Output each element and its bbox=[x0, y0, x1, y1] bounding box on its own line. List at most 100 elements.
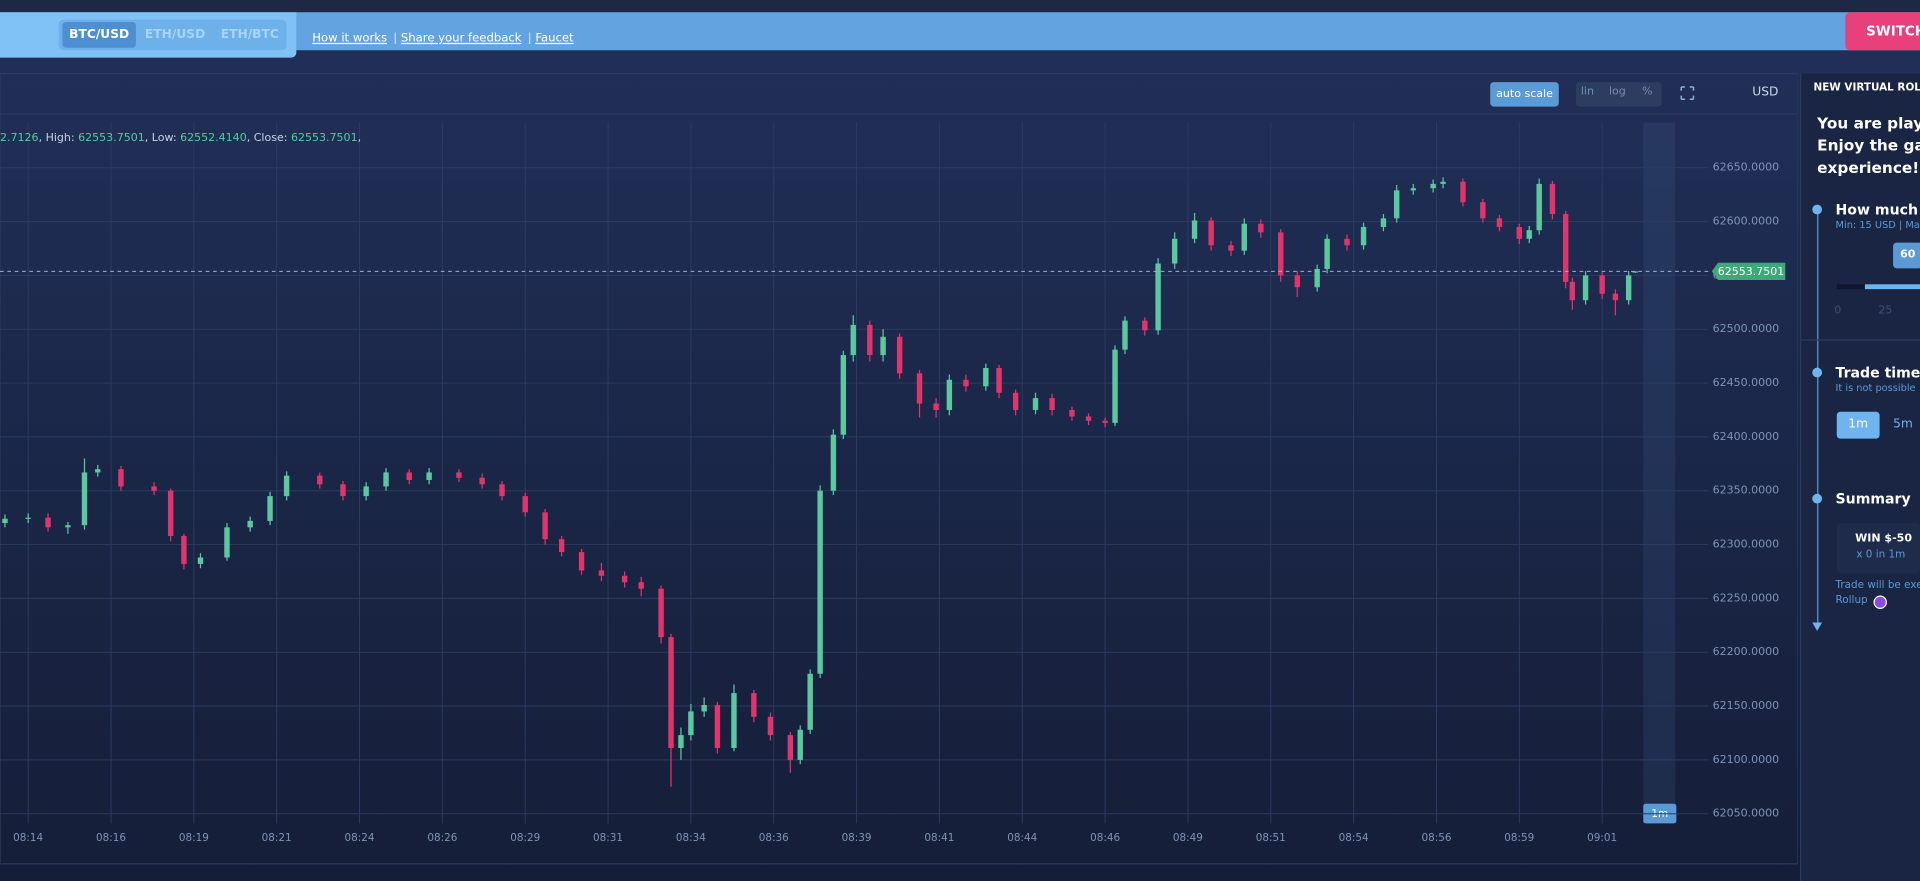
pair-tab[interactable]: BTC/USD bbox=[62, 22, 136, 48]
ohlc-value: 62552.4140 bbox=[180, 132, 247, 145]
candle-body bbox=[1526, 230, 1532, 239]
divider bbox=[1800, 339, 1920, 341]
candle-body bbox=[542, 512, 548, 540]
scale-mode-group bbox=[1575, 82, 1662, 107]
ohlc-value: 62553.7501 bbox=[78, 132, 145, 145]
candle-body bbox=[522, 496, 528, 513]
candle-body bbox=[363, 486, 369, 497]
last-price-label: 62553.7501 bbox=[1718, 265, 1785, 278]
candle-body bbox=[830, 434, 837, 491]
ohlc-label: , Close: bbox=[246, 132, 291, 145]
link[interactable]: Faucet bbox=[535, 31, 574, 46]
summary-result: WIN $-50 bbox=[1855, 533, 1913, 546]
switch-button[interactable]: SWITCH bbox=[1845, 12, 1920, 51]
candle-body bbox=[1085, 416, 1092, 421]
scale-mode[interactable]: log bbox=[1608, 85, 1626, 99]
candle-body bbox=[1142, 320, 1148, 331]
x-tick-label: 08:36 bbox=[759, 832, 789, 844]
candle-body bbox=[797, 729, 803, 760]
period-label: 1m bbox=[1651, 808, 1668, 820]
y-tick-label: 62350.0000 bbox=[1713, 484, 1780, 497]
candle-body bbox=[1171, 238, 1178, 264]
step-dot bbox=[1812, 367, 1823, 378]
candle-body bbox=[25, 517, 31, 519]
candle-body bbox=[1258, 223, 1264, 233]
candle-body bbox=[1122, 320, 1128, 350]
link[interactable]: Share your feedback bbox=[400, 31, 522, 46]
step-title: Trade time fr bbox=[1835, 363, 1920, 382]
y-tick-label: 62150.0000 bbox=[1713, 699, 1780, 712]
scale-mode[interactable]: lin bbox=[1580, 85, 1594, 99]
candle-body bbox=[1582, 275, 1589, 301]
x-tick-label: 08:21 bbox=[262, 832, 292, 844]
candle-body bbox=[151, 486, 157, 491]
y-tick-label: 62500.0000 bbox=[1713, 322, 1780, 335]
pair-tab[interactable]: ETH/BTC bbox=[220, 28, 279, 42]
candle-body bbox=[167, 490, 174, 536]
x-tick-label: 08:41 bbox=[924, 832, 954, 844]
candle-body bbox=[247, 520, 253, 528]
currency: USD bbox=[1752, 85, 1779, 100]
candle-body bbox=[787, 735, 793, 760]
link[interactable]: How it works bbox=[312, 31, 388, 46]
candle-body bbox=[946, 379, 953, 410]
y-tick-label: 62100.0000 bbox=[1713, 753, 1780, 766]
auto-scale-button[interactable]: auto scale bbox=[1490, 82, 1559, 107]
candle-body bbox=[283, 475, 290, 497]
rollup-icon bbox=[1873, 595, 1887, 609]
candle-body bbox=[383, 472, 389, 487]
y-tick-label: 62050.0000 bbox=[1713, 807, 1780, 820]
ohlc-label: , High: bbox=[38, 132, 79, 145]
y-tick-label: 62600.0000 bbox=[1713, 215, 1780, 228]
scale-mode[interactable]: % bbox=[1642, 85, 1653, 99]
candle-body bbox=[181, 535, 187, 564]
amount-bubble[interactable]: 60 bbox=[1893, 242, 1920, 269]
candle-body bbox=[1191, 220, 1198, 239]
candle-body bbox=[1496, 218, 1503, 227]
step-hint: It is not possible bbox=[1835, 382, 1916, 394]
separator: | bbox=[527, 31, 536, 46]
pair-tab[interactable]: ETH/USD bbox=[144, 28, 206, 42]
fullscreen-icon[interactable] bbox=[1680, 86, 1695, 100]
candle-body bbox=[1155, 263, 1161, 331]
x-tick-label: 08:54 bbox=[1339, 832, 1369, 844]
candle-body bbox=[807, 673, 813, 730]
candle-body bbox=[1536, 183, 1542, 231]
candle-body bbox=[65, 525, 71, 528]
candle-body bbox=[916, 373, 923, 404]
y-tick-label: 62250.0000 bbox=[1713, 591, 1780, 604]
candle-body bbox=[1625, 275, 1632, 301]
candle-body bbox=[658, 588, 664, 638]
step-title: Summary bbox=[1835, 490, 1911, 508]
header-links: How it works | Share your feedback | Fau… bbox=[312, 23, 573, 46]
candle-body bbox=[933, 403, 939, 410]
y-tick-label: 62200.0000 bbox=[1713, 645, 1780, 658]
candle-body bbox=[479, 477, 485, 485]
candle-body bbox=[1241, 223, 1247, 251]
candle-body bbox=[1430, 183, 1436, 189]
summary-note: Trade will be exe bbox=[1835, 579, 1920, 592]
summary-note: Rollup bbox=[1835, 594, 1868, 607]
candle-body bbox=[1612, 293, 1619, 301]
time-option[interactable]: 1m bbox=[1836, 411, 1880, 439]
candle-body bbox=[118, 469, 124, 487]
step-end bbox=[1812, 622, 1823, 632]
candle-body bbox=[963, 379, 969, 387]
header-bar bbox=[0, 12, 1920, 51]
y-tick-label: 62300.0000 bbox=[1713, 538, 1780, 551]
candle-body bbox=[1049, 398, 1055, 410]
candle-body bbox=[1632, 271, 1638, 273]
candle-body bbox=[840, 355, 847, 435]
intro-line: You are playing bbox=[1817, 113, 1920, 133]
candle-body bbox=[1294, 275, 1300, 288]
candle-body bbox=[1278, 232, 1284, 276]
x-tick-label: 08:51 bbox=[1256, 832, 1286, 844]
time-option[interactable]: 5m bbox=[1893, 417, 1913, 432]
candle-body bbox=[1069, 409, 1075, 417]
x-tick-label: 08:56 bbox=[1421, 832, 1451, 844]
candle-body bbox=[1112, 349, 1118, 423]
panel-title: NEW VIRTUAL ROLLU bbox=[1813, 82, 1920, 95]
candle-body bbox=[1460, 181, 1466, 203]
candle-body bbox=[2, 518, 8, 524]
